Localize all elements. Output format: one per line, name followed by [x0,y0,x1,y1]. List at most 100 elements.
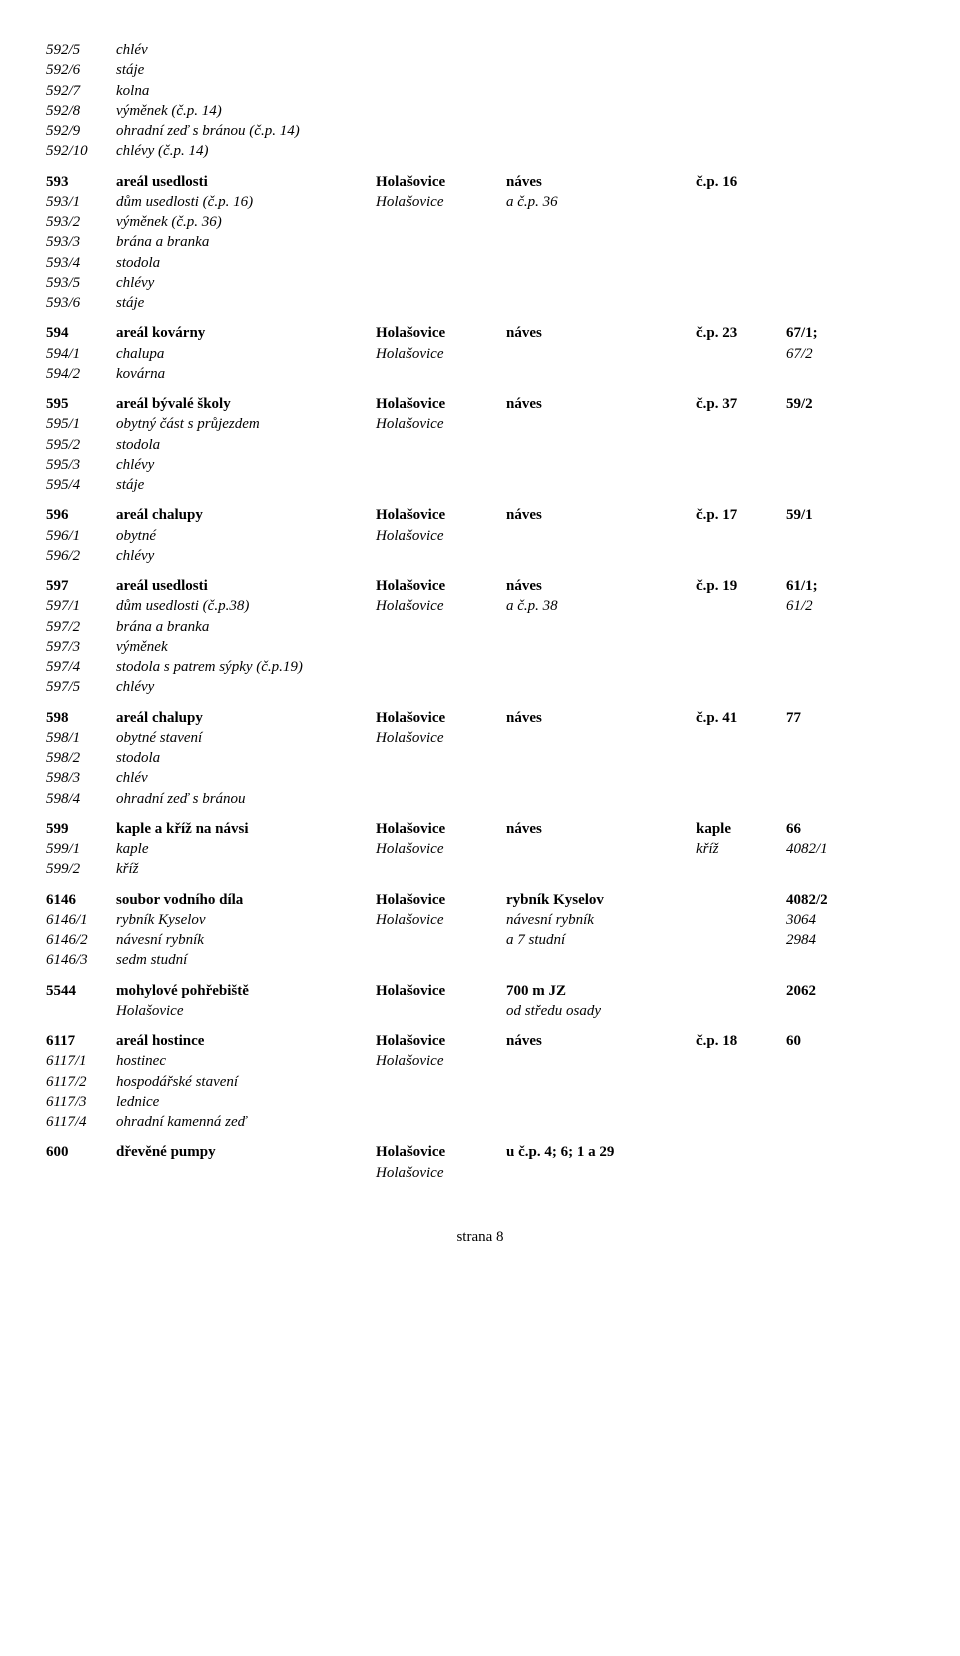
cell-c1: výměnek (č.p. 14) [116,101,376,121]
cell-c4: č.p. 41 [696,708,786,728]
cell-c3: náves [506,394,696,414]
cell-c5 [786,526,876,546]
cell-c2 [376,637,506,657]
sub-row: 6117/3lednice [46,1092,914,1112]
cell-c5 [786,172,876,192]
cell-c4: č.p. 19 [696,576,786,596]
cell-c5 [786,141,876,161]
cell-c0: 593/3 [46,232,116,252]
cell-c3 [506,1163,696,1183]
cell-c4 [696,414,786,434]
cell-c2 [376,40,506,60]
cell-c4 [696,192,786,212]
row-gap [46,566,914,576]
cell-c3 [506,121,696,141]
cell-c4 [696,637,786,657]
cell-c4: kříž [696,839,786,859]
sub-row: 598/2stodola [46,748,914,768]
cell-c5 [786,546,876,566]
cell-c3 [506,789,696,809]
cell-c0: 6117/4 [46,1112,116,1132]
group-header-row: 596areál chalupyHolašovicenávesč.p. 1759… [46,505,914,525]
cell-c4: č.p. 16 [696,172,786,192]
cell-c2 [376,253,506,273]
cell-c2 [376,232,506,252]
cell-c1: mohylové pohřebiště [116,981,376,1001]
cell-c2 [376,121,506,141]
cell-c2 [376,1092,506,1112]
sub-row: 592/6stáje [46,60,914,80]
cell-c3 [506,253,696,273]
cell-c2 [376,101,506,121]
cell-c3: u č.p. 4; 6; 1 a 29 [506,1142,696,1162]
sub-row: 596/2chlévy [46,546,914,566]
cell-c1: dům usedlosti (č.p. 16) [116,192,376,212]
cell-c5: 67/1; [786,323,876,343]
cell-c1: chalupa [116,344,376,364]
cell-c0: 597/1 [46,596,116,616]
cell-c2 [376,546,506,566]
cell-c2 [376,81,506,101]
cell-c2 [376,657,506,677]
cell-c0: 597/2 [46,617,116,637]
cell-c5 [786,789,876,809]
cell-c0: 6117/3 [46,1092,116,1112]
cell-c4 [696,930,786,950]
cell-c5: 3064 [786,910,876,930]
sub-row: 593/5chlévy [46,273,914,293]
cell-c1: areál chalupy [116,505,376,525]
sub-row: 598/4ohradní zeď s bránou [46,789,914,809]
cell-c4 [696,859,786,879]
cell-c2 [376,617,506,637]
cell-c0: 594/2 [46,364,116,384]
row-gap [46,971,914,981]
cell-c0: 600 [46,1142,116,1162]
cell-c1: chlév [116,40,376,60]
cell-c0: 593/5 [46,273,116,293]
sub-row: 592/5chlév [46,40,914,60]
cell-c4 [696,435,786,455]
cell-c1: obytné stavení [116,728,376,748]
cell-c5 [786,212,876,232]
sub-row: 595/4stáje [46,475,914,495]
cell-c3 [506,101,696,121]
cell-c5 [786,60,876,80]
group-header-row: 6117areál hostinceHolašovicenávesč.p. 18… [46,1031,914,1051]
cell-c4 [696,101,786,121]
cell-c2 [376,859,506,879]
cell-c4 [696,657,786,677]
cell-c5 [786,677,876,697]
cell-c1: chlév [116,768,376,788]
group-header-row: 600dřevěné pumpyHolašoviceu č.p. 4; 6; 1… [46,1142,914,1162]
cell-c1: sedm studní [116,950,376,970]
cell-c0: 597/3 [46,637,116,657]
cell-c5 [786,1072,876,1092]
row-gap [46,313,914,323]
cell-c4 [696,121,786,141]
sub-row: 593/3brána a branka [46,232,914,252]
cell-c0: 6117 [46,1031,116,1051]
cell-c0: 6117/2 [46,1072,116,1092]
cell-c0: 594/1 [46,344,116,364]
cell-c3: náves [506,819,696,839]
group-header-row: 6146soubor vodního dílaHolašovicerybník … [46,890,914,910]
sub-row: 598/3chlév [46,768,914,788]
cell-c3 [506,344,696,364]
cell-c2: Holašovice [376,576,506,596]
cell-c0: 598/4 [46,789,116,809]
cell-c0: 593/4 [46,253,116,273]
cell-c0: 598 [46,708,116,728]
cell-c5 [786,40,876,60]
sub-row: 597/3výměnek [46,637,914,657]
cell-c5 [786,1001,876,1021]
cell-c2: Holašovice [376,890,506,910]
cell-c5 [786,748,876,768]
sub-row: 592/9ohradní zeď s bránou (č.p. 14) [46,121,914,141]
cell-c4 [696,1112,786,1132]
cell-c5: 77 [786,708,876,728]
cell-c1: chlévy [116,677,376,697]
row-gap [46,384,914,394]
cell-c0: 6146/3 [46,950,116,970]
cell-c0: 595 [46,394,116,414]
cell-c1: kaple [116,839,376,859]
